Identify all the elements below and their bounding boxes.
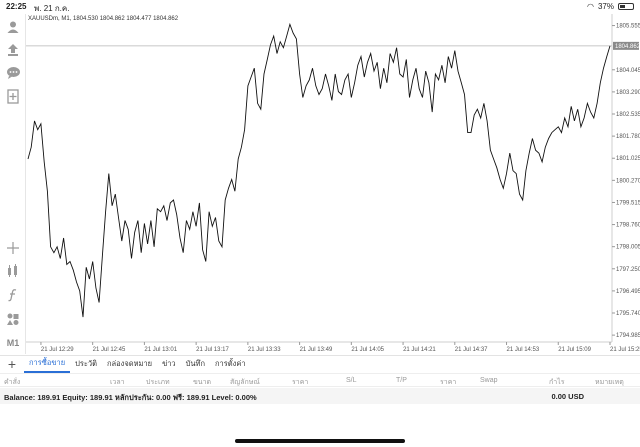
col-type: ประเภท	[146, 379, 170, 386]
y-tick-label: 1801.780	[616, 134, 640, 140]
status-bar: 22:25 พ. 21 ก.ค. ◠ 37%	[0, 0, 640, 14]
profit-currency: USD	[568, 392, 584, 401]
col-sl: S/L	[346, 377, 357, 384]
status-right: ◠ 37%	[587, 2, 634, 11]
tab-history[interactable]: ประวัติ	[75, 359, 98, 368]
account-icon[interactable]	[3, 17, 23, 37]
crosshair-icon[interactable]	[3, 238, 23, 258]
battery-fill	[620, 5, 626, 8]
y-tick-label: 1799.515	[616, 200, 640, 206]
tab-journal[interactable]: บันทึก	[185, 359, 206, 368]
col-tp: T/P	[396, 377, 407, 384]
y-tick-label: 1801.025	[616, 156, 640, 162]
y-tick-label: 1805.555	[616, 24, 640, 30]
deposit-icon[interactable]	[3, 40, 23, 60]
current-price-tag	[613, 41, 639, 50]
col-symbol: สัญลักษณ์	[230, 379, 260, 386]
home-indicator	[235, 439, 405, 443]
left-toolbar: M1	[0, 14, 26, 354]
price-line	[27, 22, 611, 318]
tab-settings[interactable]: การตั้งค่า	[215, 359, 246, 368]
y-tick-label: 1800.270	[616, 178, 640, 184]
x-tick-label: 21 Jul 13:17	[196, 347, 229, 353]
chart-svg: 1805.555 1804.045 1803.290 1802.535 1801.780…	[26, 14, 640, 353]
wifi-icon: ◠	[587, 2, 594, 11]
y-tick-label: 1798.005	[616, 245, 640, 251]
x-tick-label: 21 Jul 14:37	[455, 347, 488, 353]
x-tick-label: 21 Jul 14:05	[351, 347, 384, 353]
total-profit: 0.00 USD	[551, 392, 584, 401]
x-tick-label: 21 Jul 13:01	[144, 347, 177, 353]
col-time: เวลา	[110, 379, 125, 386]
chart-header: XAUUSDm, M1, 1804.530 1804.862 1804.477 …	[28, 16, 179, 22]
battery-percent: 37%	[597, 2, 614, 11]
x-tick-label: 21 Jul 15:09	[558, 347, 591, 353]
y-axis: 1805.555 1804.045 1803.290 1802.535 1801.780…	[611, 14, 640, 342]
add-button[interactable]: +	[7, 356, 17, 372]
y-tick-label: 1804.045	[616, 68, 640, 74]
balance-summary: Balance: 189.91 Equity: 189.91 หลักประกั…	[4, 393, 257, 402]
tab-trading[interactable]: การซื้อขาย	[24, 355, 71, 373]
x-axis: 21 Jul 12:29 21 Jul 12:45 21 Jul 13:01 21 J…	[26, 341, 640, 353]
bottom-tabs: + การซื้อขาย ประวัติ กล่องจดหมาย ข่าว บั…	[0, 355, 640, 373]
y-tick-label: 1798.760	[616, 223, 640, 229]
x-tick-label: 21 Jul 14:53	[507, 347, 540, 353]
current-price-label: 1804.862	[615, 44, 640, 50]
col-comment: หมายเหตุ	[595, 379, 624, 386]
price-line-layer: 1804.862	[26, 22, 640, 318]
indicators-icon[interactable]	[3, 261, 23, 281]
tab-news[interactable]: ข่าว	[162, 359, 176, 368]
timeframe-button[interactable]: M1	[6, 338, 20, 348]
profit-value: 0.00	[551, 392, 567, 401]
x-tick-label: 21 Jul 13:33	[248, 347, 281, 353]
col-volume: ขนาด	[193, 379, 212, 386]
function-icon[interactable]	[3, 285, 23, 305]
col-swap: Swap	[480, 377, 498, 384]
price-chart[interactable]: 1805.555 1804.045 1803.290 1802.535 1801.780…	[26, 14, 640, 354]
battery-icon	[618, 3, 634, 10]
balance-bar: Balance: 189.91 Equity: 189.91 หลักประกั…	[0, 388, 640, 404]
tab-mailbox[interactable]: กล่องจดหมาย	[107, 359, 153, 368]
x-tick-label: 21 Jul 15:25	[610, 347, 640, 353]
x-tick-label: 21 Jul 13:49	[300, 347, 333, 353]
objects-icon[interactable]	[3, 309, 23, 329]
y-tick-label: 1796.495	[616, 289, 640, 295]
y-tick-label: 1802.535	[616, 112, 640, 118]
y-tick-label: 1795.740	[616, 311, 640, 317]
y-tick-label: 1803.290	[616, 90, 640, 96]
y-tick-label: 1797.250	[616, 267, 640, 273]
status-time: 22:25	[6, 2, 27, 11]
col-profit: กำไร	[549, 379, 565, 386]
x-tick-label: 21 Jul 12:29	[41, 347, 74, 353]
col-price: ราคา	[292, 379, 309, 386]
orders-columns: คำสั่ง เวลา ประเภท ขนาด สัญลักษณ์ ราคา S…	[0, 373, 640, 387]
x-tick-label: 21 Jul 14:21	[403, 347, 436, 353]
x-tick-label: 21 Jul 12:45	[93, 347, 126, 353]
y-tick-label: 1794.985	[616, 333, 640, 339]
chat-icon[interactable]	[3, 63, 23, 83]
col-price-current: ราคา	[440, 379, 457, 386]
col-order: คำสั่ง	[4, 379, 21, 386]
status-date: พ. 21 ก.ค.	[34, 4, 70, 13]
add-document-icon[interactable]	[3, 86, 23, 106]
